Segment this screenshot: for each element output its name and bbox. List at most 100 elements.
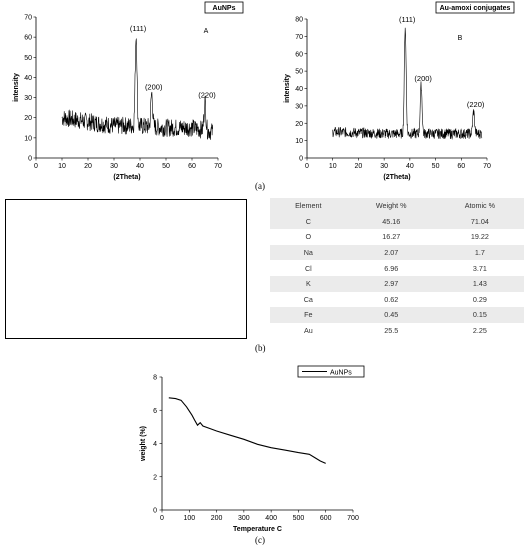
xrd-conj-y-tick-label: 20 (295, 121, 303, 128)
xrd-conj-x-label: (2Theta) (383, 174, 410, 181)
table-row: K 2.97 1.43 (270, 275, 524, 292)
table-row: Na 2.07 1.7 (270, 244, 524, 261)
column-header-weight: Weight % (375, 201, 407, 211)
xrd-conj-y-tick-label: 80 (295, 17, 303, 24)
table-row: O 16.27 19.22 (270, 229, 524, 245)
xrd-conj-x-tick-label: 50 (432, 163, 440, 170)
xrd-conj-peak-label: (111) (399, 15, 416, 24)
xrd-aunps-legend-box (204, 1, 244, 14)
tga-y-tick-label: 4 (153, 441, 157, 448)
tga-y-label: weight (%) (140, 426, 147, 462)
xrd-aunps-x-tick-label: 20 (84, 163, 92, 170)
xrd-conj-trace (332, 27, 483, 140)
panel-label-a: (a) (255, 181, 265, 191)
xrd-aunps-x-tick-label: 70 (214, 163, 222, 170)
xrd-conj-legend-text: Au-amoxi conjugates (440, 5, 511, 12)
tga-x-tick-label: 400 (265, 515, 277, 522)
cell-weight: 2.97 (384, 279, 399, 289)
xrd-aunps-x-label: (2Theta) (113, 174, 140, 181)
tga-y-tick-label: 8 (153, 375, 157, 382)
tga-y-tick-label: 2 (153, 474, 157, 481)
tga-legend-box (297, 365, 365, 378)
xrd-conj-x-tick-label: 40 (406, 163, 414, 170)
cell-atomic: 1.43 (472, 279, 487, 289)
xrd-aunps-peak-label: (220) (198, 91, 216, 100)
xrd-aunps-x-tick-label: 30 (110, 163, 118, 170)
xrd-conj-x-tick-label: 10 (329, 163, 337, 170)
edx-composition-table: Element Weight % Atomic % C 45.16 71.04 O 16… (270, 198, 524, 339)
cell-element: Na (303, 248, 313, 258)
tga-x-label: Temperature C (233, 526, 282, 533)
xrd-conj-y-tick-label: 40 (295, 86, 303, 93)
tga-trace (168, 397, 326, 464)
tga-x-tick-label: 0 (160, 515, 164, 522)
xrd-aunps-x-tick-label: 40 (136, 163, 144, 170)
xrd-conj-legend-box (435, 1, 515, 14)
xrd-conj-peak-label: (200) (414, 74, 432, 83)
cell-element: Au (303, 326, 313, 336)
xrd-aunps-trace (61, 38, 213, 140)
xrd-conj-y-tick-label: 30 (295, 103, 303, 110)
xrd-aunps-x-tick-label: 10 (58, 163, 66, 170)
table-row: C 45.16 71.04 (270, 213, 524, 230)
cell-atomic: 71.04 (470, 216, 489, 226)
panel-label-c: (c) (255, 535, 265, 545)
cell-atomic: 19.22 (470, 232, 489, 242)
xrd-conj-y-tick-label: 70 (295, 34, 303, 41)
cell-element: C (305, 216, 311, 226)
tga-x-tick-label: 600 (320, 515, 332, 522)
tga-x-tick-label: 700 (347, 515, 359, 522)
xrd-aunps-peak-label: (111) (130, 24, 147, 33)
xrd-conj-x-tick-label: 30 (380, 163, 388, 170)
xrd-conj-y-tick-label: 0 (299, 156, 303, 163)
cell-atomic: 0.29 (472, 294, 487, 304)
cell-weight: 0.62 (384, 294, 399, 304)
table-row: Au 25.5 2.25 (270, 322, 524, 339)
xrd-aunps-peak-label: (200) (145, 83, 163, 92)
table-header-row: Element Weight % Atomic % (270, 198, 524, 214)
tga-x-tick-label: 100 (183, 515, 195, 522)
cell-weight: 45.16 (382, 216, 401, 226)
tga-x-tick-label: 300 (238, 515, 250, 522)
tga-x-tick-label: 500 (293, 515, 305, 522)
cell-weight: 0.45 (384, 310, 399, 320)
xrd-aunps-y-tick-label: 20 (24, 115, 32, 122)
xrd-aunps-y-tick-label: 70 (24, 15, 32, 22)
cell-element: Ca (303, 294, 313, 304)
xrd-conj-peak-label: (220) (467, 100, 485, 109)
cell-element: Fe (304, 310, 313, 320)
xrd-conj-y-label: intensity (284, 74, 291, 103)
xrd-aunps-y-tick-label: 10 (24, 135, 32, 142)
column-header-element: Element (295, 201, 322, 211)
xrd-aunps-x-tick-label: 0 (34, 163, 38, 170)
panel-label-b: (b) (255, 343, 266, 353)
cell-weight: 25.5 (384, 326, 399, 336)
xrd-aunps-y-tick-label: 50 (24, 55, 32, 62)
xrd-aunps-x-tick-label: 50 (162, 163, 170, 170)
table-row: Cl 6.96 3.71 (270, 260, 524, 276)
tga-y-tick-label: 0 (153, 508, 157, 515)
cell-element: Cl (304, 263, 312, 273)
xrd-conj-y-tick-label: 10 (295, 138, 303, 145)
column-header-atomic: Atomic % (464, 201, 496, 211)
cell-atomic: 3.71 (472, 263, 487, 273)
xrd-conj-x-tick-label: 0 (305, 163, 309, 170)
xrd-aunps-legend-text: AuNPs (213, 5, 236, 12)
xrd-conj-y-tick-label: 50 (295, 69, 303, 76)
xrd-conj-y-tick-label: 60 (295, 51, 303, 58)
table-row: Ca 0.62 0.29 (270, 291, 524, 308)
edx-spectrum-frame (5, 199, 247, 339)
xrd-conj-panel-letter: B (458, 35, 463, 42)
cell-atomic: 1.7 (474, 248, 485, 258)
xrd-conj-x-tick-label: 20 (355, 163, 363, 170)
cell-weight: 2.07 (384, 248, 399, 258)
xrd-conj-x-tick-label: 70 (483, 163, 491, 170)
tga-x-tick-label: 200 (211, 515, 223, 522)
tga-y-tick-label: 6 (153, 408, 157, 415)
xrd-aunps-y-tick-label: 60 (24, 35, 32, 42)
cell-atomic: 2.25 (472, 326, 487, 336)
cell-weight: 6.96 (384, 263, 399, 273)
table-row: Fe 0.45 0.15 (270, 307, 524, 323)
xrd-aunps-y-tick-label: 0 (28, 156, 32, 163)
cell-element: O (305, 232, 312, 242)
